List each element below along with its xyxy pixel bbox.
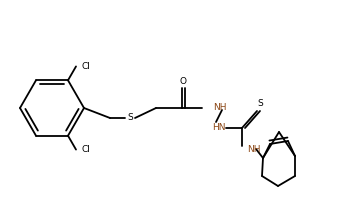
Text: HN: HN [212, 123, 225, 133]
Text: Cl: Cl [82, 145, 91, 154]
Text: O: O [180, 76, 187, 85]
Text: S: S [127, 113, 133, 122]
Text: NH: NH [247, 145, 261, 154]
Text: Cl: Cl [82, 62, 91, 71]
Text: NH: NH [213, 103, 226, 112]
Text: S: S [257, 100, 263, 109]
